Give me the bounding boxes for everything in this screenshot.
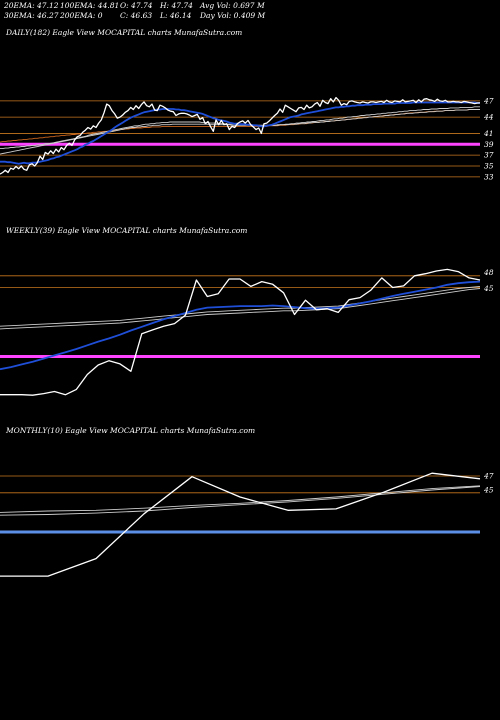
monthly-y-tick-label: 47 bbox=[483, 472, 494, 481]
high-label: H: 47.74 bbox=[160, 1, 193, 10]
monthly-y-tick-label: 45 bbox=[483, 486, 494, 495]
ema200-label: 200EMA: 0 bbox=[60, 11, 103, 20]
weekly-price-line bbox=[0, 268, 481, 396]
open-label: O: 47.74 bbox=[120, 1, 153, 10]
monthly-price-line bbox=[0, 472, 481, 577]
weekly-ema-long-line bbox=[0, 288, 481, 330]
avg-vol-label: Avg Vol: 0.697 M bbox=[200, 1, 265, 10]
weekly-y-tick-label: 48 bbox=[483, 268, 494, 277]
daily-panel-title: DAILY(182) Eagle View MOCAPITAL charts M… bbox=[6, 28, 243, 37]
weekly-y-tick-label: 45 bbox=[483, 284, 494, 293]
daily-y-tick-label: 39 bbox=[484, 140, 494, 149]
monthly-ema-long2-line bbox=[0, 486, 481, 516]
daily-y-tick-label: 44 bbox=[483, 113, 494, 122]
daily-y-tick-label: 33 bbox=[484, 172, 494, 181]
ema30-label: 30EMA: 46.27 bbox=[4, 11, 59, 20]
low-label: L: 46.14 bbox=[160, 11, 192, 20]
daily-ema-short-line bbox=[0, 101, 480, 165]
weekly-ema-short-line bbox=[0, 280, 481, 371]
day-vol-label: Day Vol: 0.409 M bbox=[200, 11, 266, 20]
daily-y-tick-label: 37 bbox=[484, 151, 494, 160]
ema100-label: 100EMA: 44.81 bbox=[60, 1, 120, 10]
weekly-ema-long2-line bbox=[0, 285, 481, 327]
monthly-panel-title: MONTHLY(10) Eagle View MOCAPITAL charts … bbox=[6, 426, 256, 435]
daily-y-tick-label: 35 bbox=[484, 162, 494, 171]
weekly-panel-title: WEEKLY(39) Eagle View MOCAPITAL charts M… bbox=[6, 226, 248, 235]
close-label: C: 46.63 bbox=[120, 11, 153, 20]
daily-y-tick-label: 41 bbox=[483, 129, 494, 138]
daily-y-tick-label: 47 bbox=[483, 96, 494, 105]
ema20-label: 20EMA: 47.12 bbox=[4, 1, 59, 10]
daily-ema-long2-line bbox=[0, 109, 480, 155]
daily-price-line bbox=[0, 96, 481, 175]
monthly-ema-long-line bbox=[0, 485, 481, 513]
daily-ema-orange-line bbox=[0, 109, 480, 143]
